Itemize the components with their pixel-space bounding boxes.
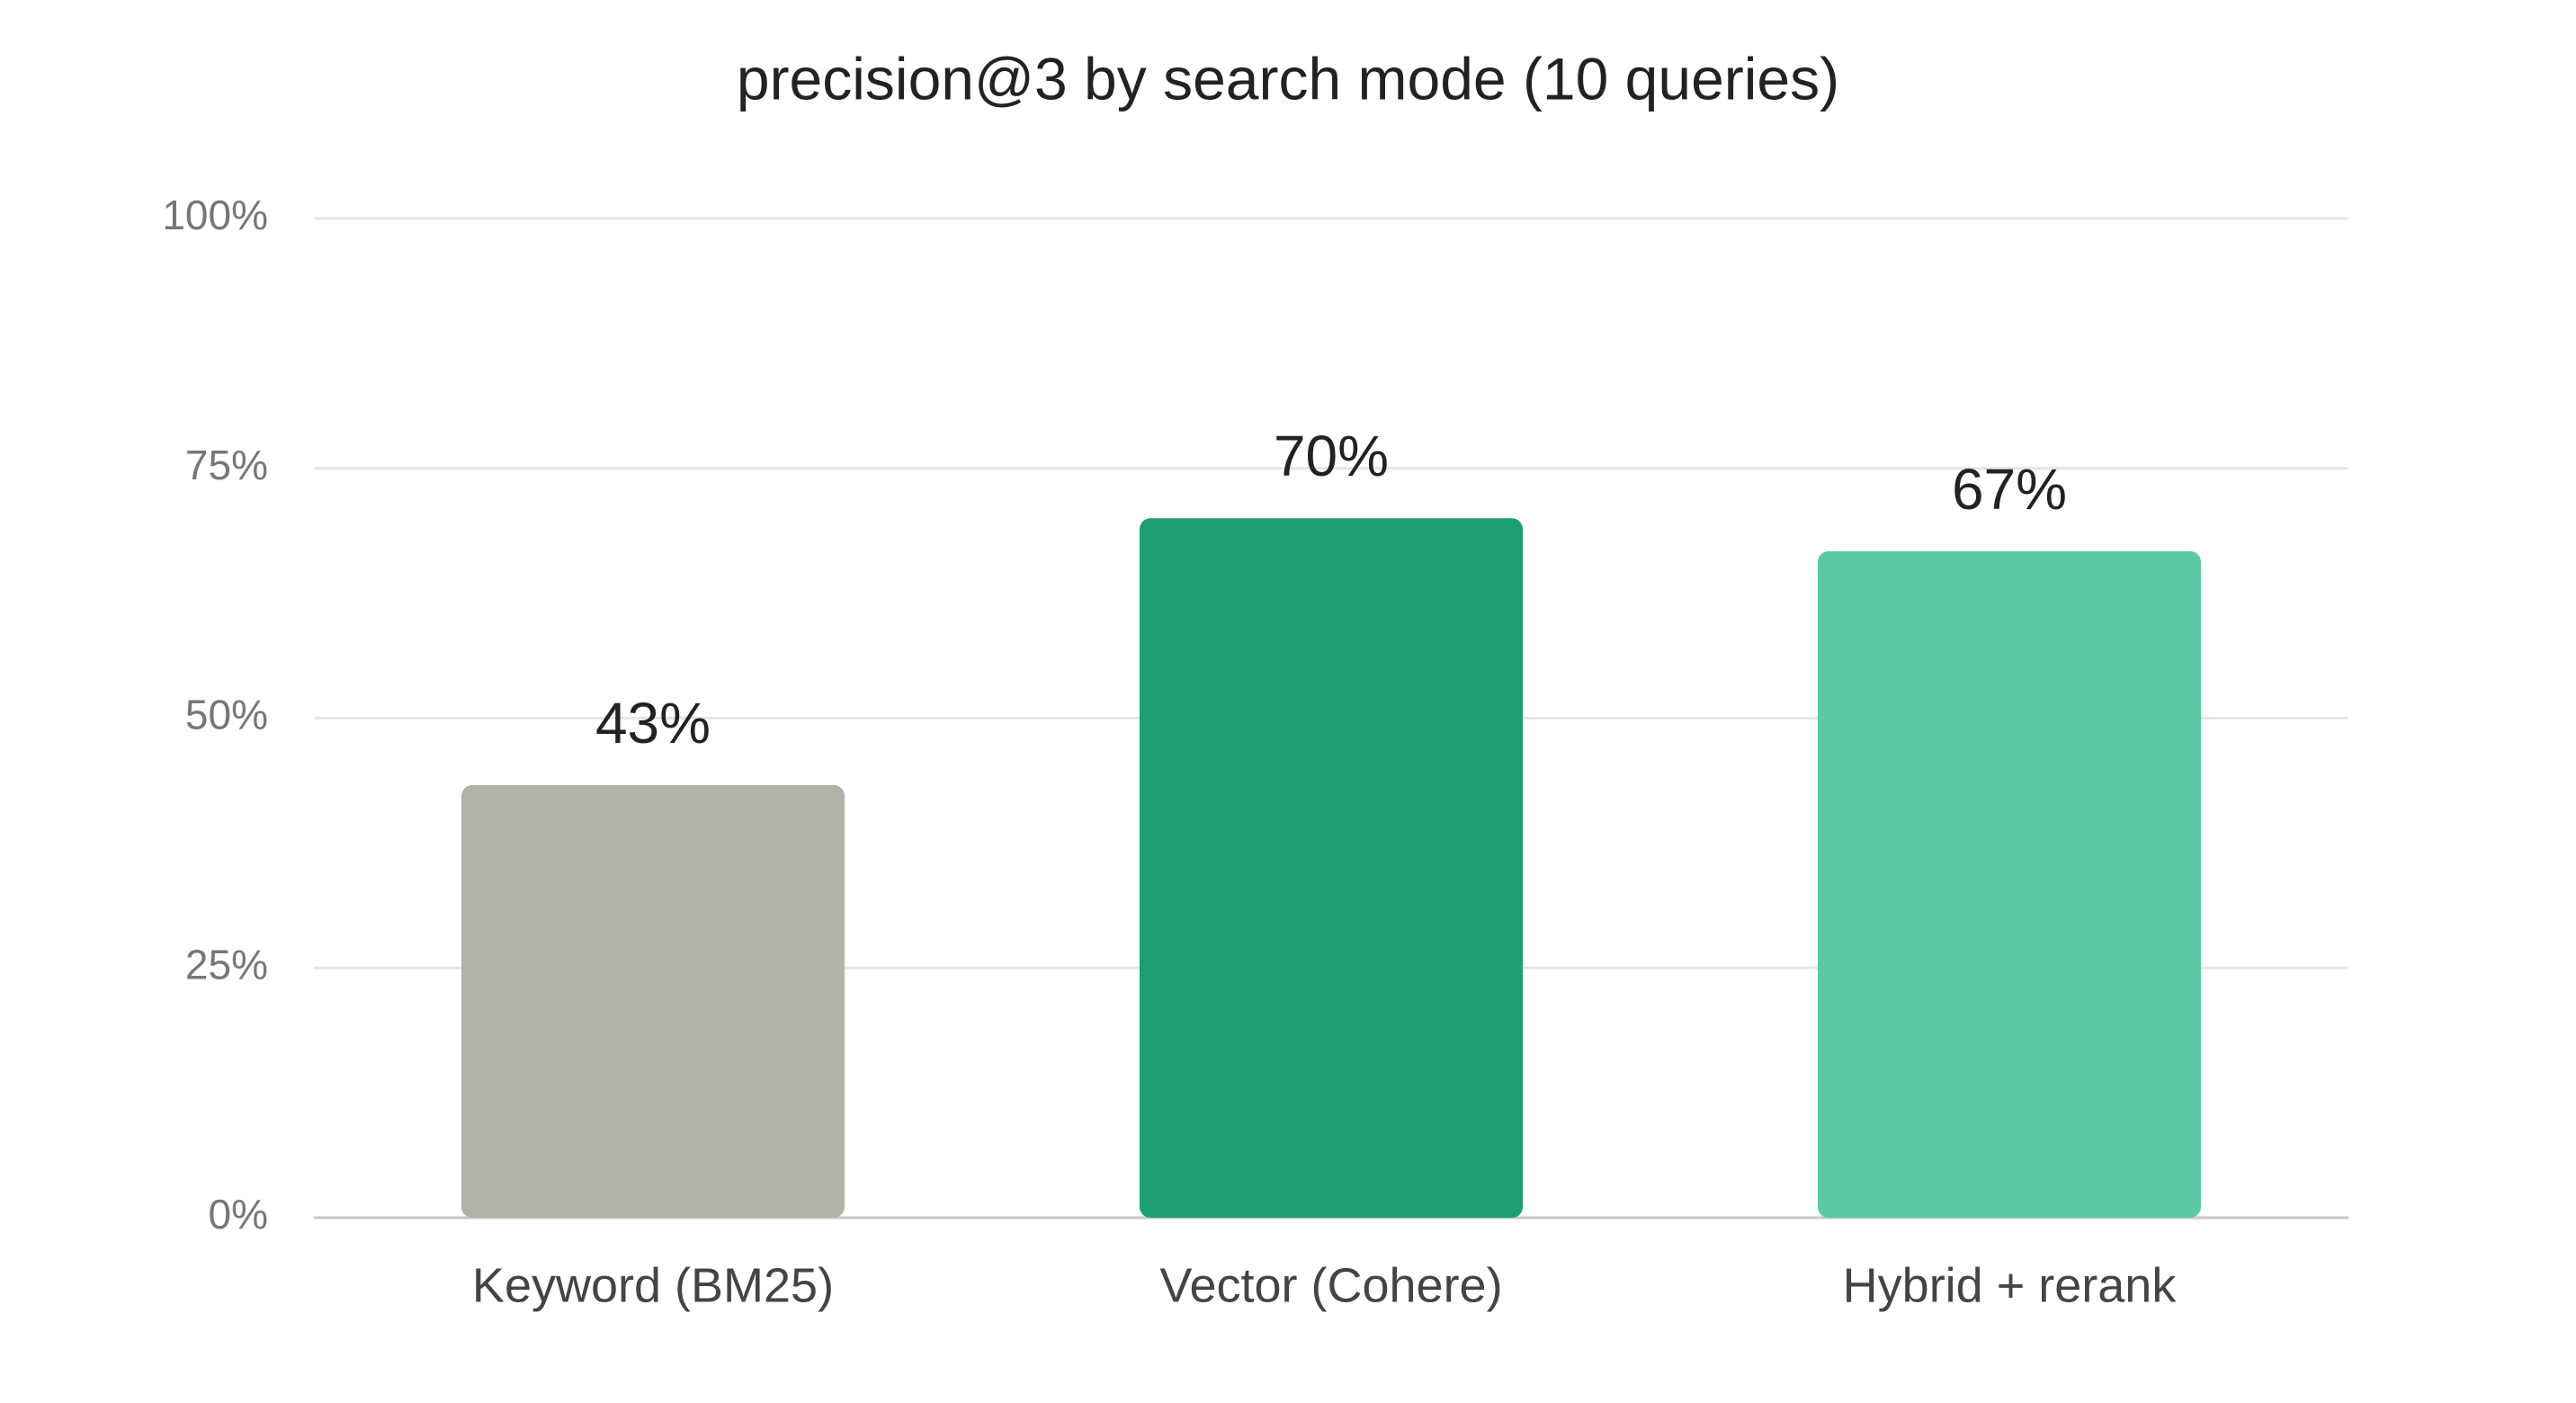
y-tick-label: 0% — [209, 1191, 268, 1238]
x-tick-label: Vector (Cohere) — [1159, 1258, 1502, 1312]
value-label: 70% — [1274, 424, 1389, 488]
bar — [461, 784, 845, 1218]
bar — [1817, 550, 2202, 1218]
x-tick-label: Hybrid + rerank — [1843, 1258, 2178, 1312]
x-tick-label: Keyword (BM25) — [472, 1258, 834, 1312]
y-tick-label: 75% — [185, 442, 268, 488]
bar — [1139, 518, 1524, 1218]
y-tick-label: 25% — [185, 941, 268, 987]
chart-title: precision@3 by search mode (10 queries) — [737, 45, 1839, 112]
value-label: 43% — [595, 691, 711, 755]
y-tick-label: 50% — [185, 692, 268, 738]
value-label: 67% — [1952, 457, 2067, 522]
y-tick-label: 100% — [162, 192, 268, 238]
